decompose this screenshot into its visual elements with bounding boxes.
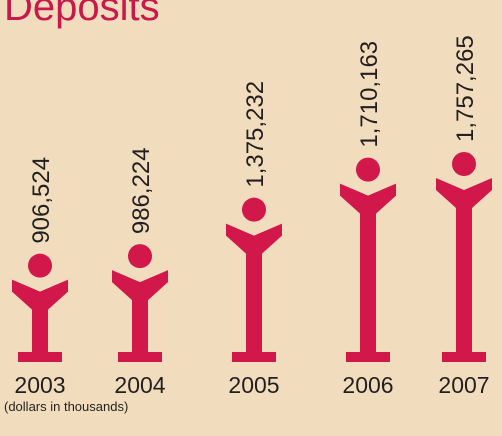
x-tick-label: 2003 [14, 372, 65, 398]
figure-body [340, 183, 396, 362]
x-tick-label: 2007 [438, 372, 489, 398]
figure-body [12, 279, 68, 362]
figure-head [128, 244, 152, 269]
value-label: 906,524 [28, 157, 55, 244]
x-tick-label: 2004 [114, 372, 165, 398]
figure-head [28, 253, 52, 278]
value-label: 1,375,232 [242, 81, 269, 188]
figure [12, 253, 68, 362]
chart-title: Deposits [4, 0, 160, 29]
figure [340, 157, 396, 362]
figure-body [226, 223, 282, 362]
figure-body [112, 270, 168, 362]
note: (dollars in thousands) [4, 399, 128, 414]
figure [436, 152, 492, 362]
value-label: 986,224 [128, 147, 155, 234]
x-tick-label: 2006 [342, 372, 393, 398]
figure-head [356, 157, 380, 182]
figure-body [436, 178, 492, 362]
figure [112, 244, 168, 362]
figure-head [242, 197, 266, 222]
figure-head [452, 152, 476, 176]
value-label: 1,757,265 [452, 35, 479, 142]
figure [226, 197, 282, 362]
x-tick-label: 2005 [228, 372, 279, 398]
value-label: 1,710,163 [356, 41, 383, 148]
